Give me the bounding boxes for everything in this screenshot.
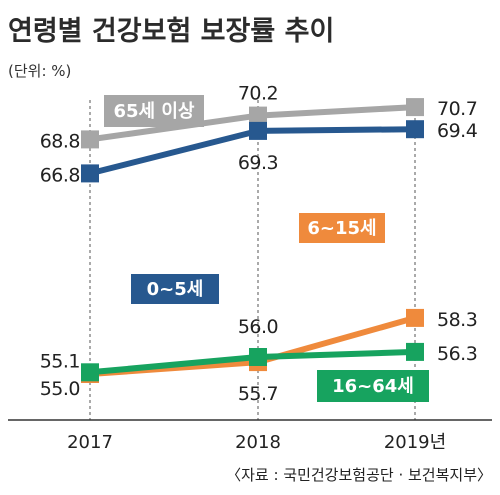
- series-tag-box: [317, 370, 429, 402]
- series-tag-label: 65세 이상: [114, 101, 195, 122]
- series-tag-box: [104, 95, 204, 127]
- plot-area: 2017 2018 2019년 68.8 70.2 70.7 65세 이상 66.8 69.3 6…: [8, 83, 492, 453]
- data-value-label: 56.0: [238, 316, 278, 338]
- data-point-marker: [81, 130, 99, 149]
- data-value-label: 56.3: [437, 343, 477, 365]
- data-value-label: 69.4: [437, 120, 478, 142]
- data-point-marker: [249, 106, 267, 125]
- x-tick-label: 2017: [67, 432, 113, 453]
- data-value-label: 66.8: [40, 164, 80, 186]
- data-value-label: 70.2: [238, 83, 278, 105]
- chart-title: 연령별 건강보험 보장률 추이: [8, 16, 334, 47]
- series-tag-label: 6~15세: [307, 218, 376, 239]
- data-value-label: 58.3: [437, 309, 477, 331]
- x-tick-label: 2018: [235, 432, 281, 453]
- series-tag-label: 16~64세: [332, 376, 414, 397]
- data-point-marker: [81, 363, 99, 382]
- data-value-label: 69.3: [238, 152, 278, 174]
- data-point-marker: [249, 121, 267, 140]
- x-tick-label: 2019년: [384, 432, 446, 453]
- data-value-label: 55.0: [40, 378, 80, 400]
- source-note: 〈자료 : 국민건강보험공단 · 보건복지부〉: [226, 466, 492, 484]
- data-value-label: 68.8: [40, 130, 80, 152]
- unit-label: (단위: %): [8, 62, 71, 80]
- series-tag-box: [131, 274, 219, 304]
- data-point-marker: [406, 342, 424, 361]
- data-point-marker: [406, 98, 424, 117]
- data-value-label: 70.7: [437, 98, 477, 120]
- data-point-marker: [406, 120, 424, 139]
- data-point-marker: [406, 308, 424, 327]
- data-value-label: 55.7: [238, 383, 278, 405]
- data-point-marker: [81, 164, 99, 183]
- series-tag-box: [299, 213, 385, 243]
- data-point-marker: [249, 348, 267, 366]
- data-value-label: 55.1: [40, 350, 80, 372]
- series-tag-label: 0~5세: [147, 279, 204, 300]
